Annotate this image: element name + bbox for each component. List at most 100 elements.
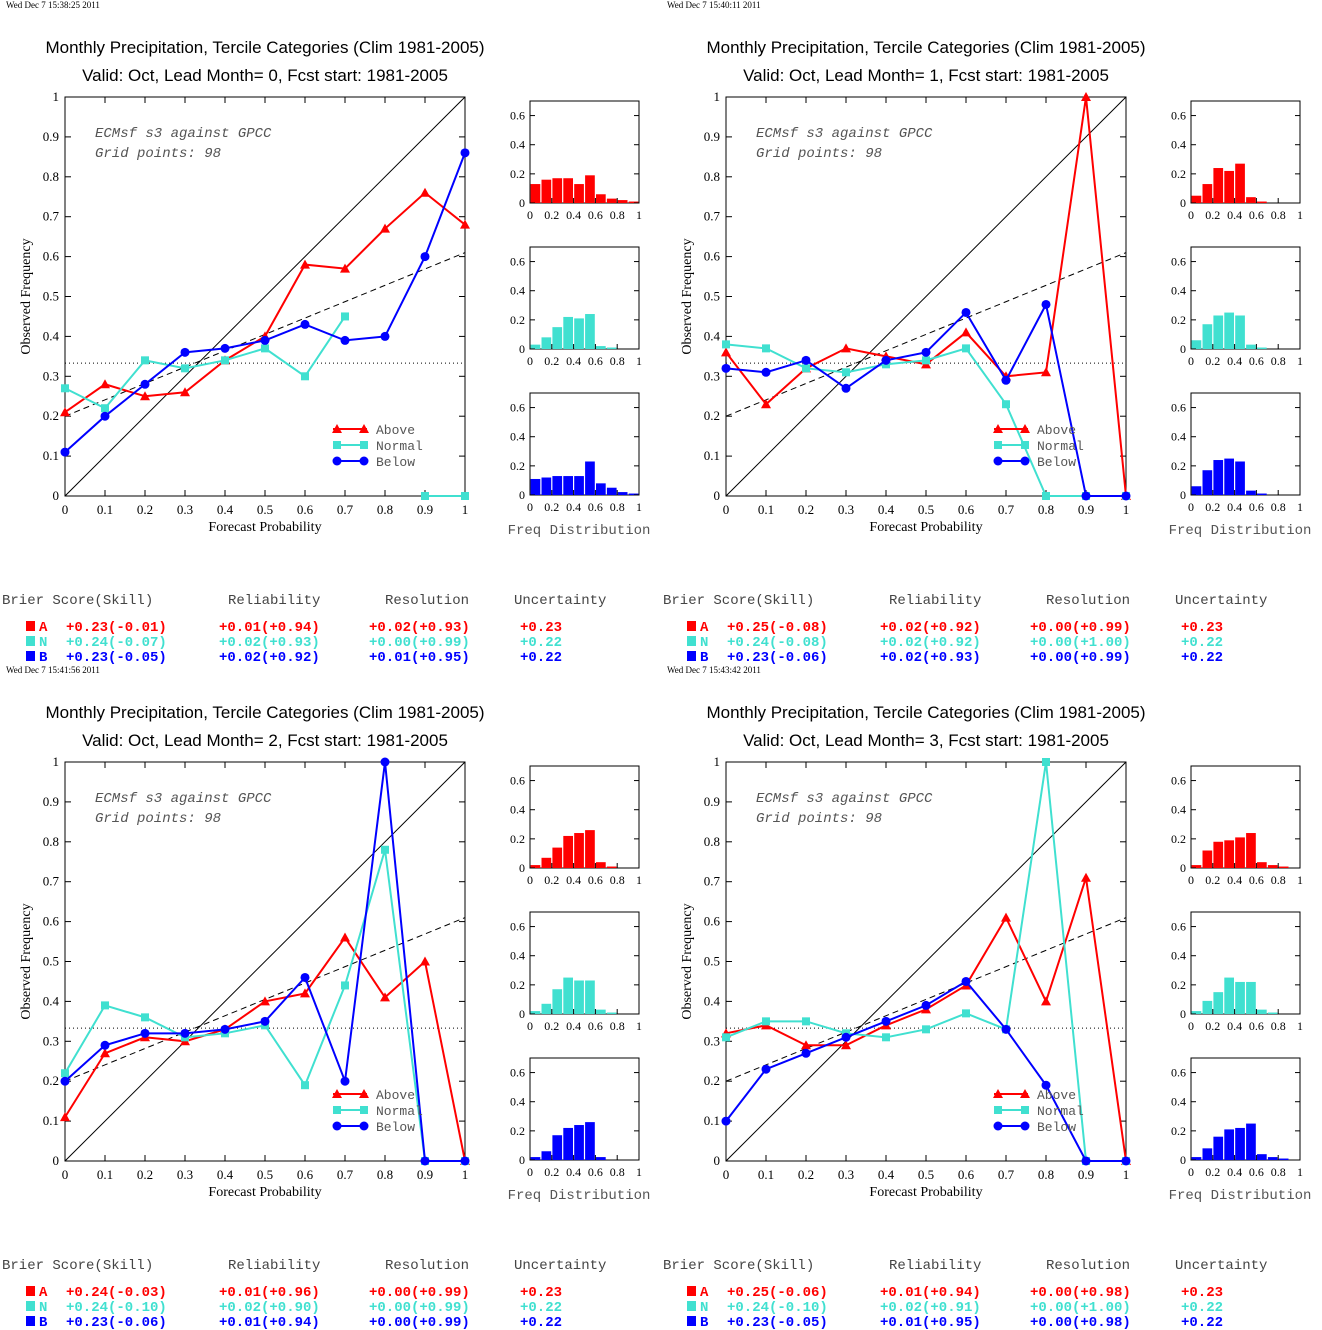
score-brier: +0.24(-0.10) [66,1300,167,1316]
legend-marker [994,1106,1002,1114]
histogram-below: 0 0.2 0.4 0.6 0 0.2 0.4 0.6 0.8 1 [510,1057,642,1179]
score-brier: +0.23(-0.05) [727,1315,828,1330]
x-tick-label: 0.9 [1078,1167,1094,1182]
hist-x-tick-label: 0 [527,873,533,887]
histogram-bar [1191,865,1202,868]
histogram-bar [585,461,595,495]
score-category: N [700,635,708,651]
header-resolution: Resolution [1046,1258,1130,1274]
header-uncertainty: Uncertainty [1175,593,1267,609]
data-point [100,1040,110,1050]
hist-x-tick-label: 0.6 [1249,1019,1264,1033]
data-point [141,356,149,365]
histogram-normal: 0 0.2 0.4 0.6 0 0.2 0.4 0.6 0.8 1 [510,246,642,368]
histogram-above: 0 0.2 0.4 0.6 0 0.2 0.4 0.6 0.8 1 [1171,100,1303,222]
histogram-below: 0 0.2 0.4 0.6 0 0.2 0.4 0.6 0.8 1 [1171,392,1303,514]
histogram-bar [541,1151,552,1160]
data-point [420,1156,430,1166]
histogram-frame [1190,392,1301,496]
perfect-reliability-line [64,761,466,1162]
y-tick-label: 0.2 [43,408,59,423]
x-tick-label: 0.5 [257,1167,273,1182]
header-resolution: Resolution [1046,593,1130,609]
hist-x-tick-label: 0.6 [588,208,603,222]
hist-x-tick-label: 0.6 [1249,873,1264,887]
histogram-bar [541,857,552,868]
score-swatch [26,1301,35,1311]
data-point [962,344,970,353]
data-point [1081,491,1091,501]
data-point [722,1033,730,1042]
legend-label: Normal [1037,1104,1084,1119]
histogram-bar [1191,1011,1202,1014]
histogram-bar [1202,850,1213,868]
hist-y-tick-label: 0 [1180,1153,1186,1167]
series-above [60,187,470,417]
data-point [1001,375,1011,385]
data-point [1121,491,1131,501]
hist-y-tick-label: 0 [1180,488,1186,502]
legend-marker [994,441,1002,449]
histogram-bar [541,179,552,203]
histogram-bar [1257,347,1267,349]
chart-subtitle: Valid: Oct, Lead Month= 1, Fcst start: 1… [743,66,1109,85]
hist-y-tick-label: 0.4 [1171,430,1186,444]
data-point [841,383,851,393]
data-point [340,335,350,345]
score-resolution: +0.00(+0.99) [369,1285,470,1301]
hist-y-tick-label: 0.6 [1171,920,1186,934]
y-tick-label: 0.8 [704,834,720,849]
annotation-model: ECMsf s3 against GPCC [95,791,272,807]
timestamp: Wed Dec 7 15:41:56 2011 [6,665,100,675]
hist-x-tick-label: 0 [1188,500,1194,514]
hist-x-tick-label: 1 [1297,873,1303,887]
histogram-frame [1190,246,1301,350]
score-reliability: +0.02(+0.93) [880,650,981,665]
histogram-bar [628,493,639,495]
data-point [340,1076,350,1086]
hist-y-tick-label: 0.6 [510,401,525,415]
data-point [922,1025,930,1034]
histogram-frame [529,911,640,1015]
hist-x-tick-label: 0.4 [1227,1165,1242,1179]
hist-x-tick-label: 0.2 [1205,208,1220,222]
data-point [340,932,350,942]
legend-label: Below [1037,455,1076,470]
legend-label: Below [1037,1120,1076,1135]
histogram-bar [1235,1127,1245,1160]
series-normal [61,312,469,500]
hist-y-tick-label: 0.6 [1171,401,1186,415]
x-tick-label: 0.9 [1078,502,1094,517]
y-tick-label: 0 [53,488,60,503]
legend-label: Above [376,423,415,438]
x-tick-label: 0.5 [918,1167,934,1182]
data-point [260,1016,270,1026]
y-tick-label: 0.2 [704,408,720,423]
histogram-bar [1191,195,1202,203]
data-point [881,355,891,365]
hist-x-tick-label: 1 [1297,208,1303,222]
histogram-frame [529,100,640,204]
data-point [1001,1024,1011,1034]
hist-y-tick-label: 0.2 [510,167,525,181]
x-tick-label: 0.4 [878,502,895,517]
regression-line [64,917,466,1082]
y-tick-label: 0.9 [704,794,720,809]
hist-x-tick-label: 0.4 [566,1019,581,1033]
y-tick-label: 0.6 [43,914,60,929]
histogram-bar [1213,460,1224,495]
x-tick-label: 0 [723,1167,730,1182]
data-point [380,992,390,1002]
header-brier: Brier Score(Skill) [663,1258,814,1274]
header-reliability: Reliability [889,593,981,609]
y-tick-label: 0.3 [704,1033,720,1048]
legend-marker [1020,1089,1030,1098]
data-point [301,372,309,381]
data-point [380,757,390,767]
x-tick-label: 0.4 [217,1167,234,1182]
hist-x-tick-label: 0 [1188,1019,1194,1033]
score-brier: +0.24(-0.07) [66,635,167,651]
data-point [721,363,731,373]
score-reliability: +0.01(+0.95) [880,1315,981,1330]
legend-marker [360,1106,368,1114]
